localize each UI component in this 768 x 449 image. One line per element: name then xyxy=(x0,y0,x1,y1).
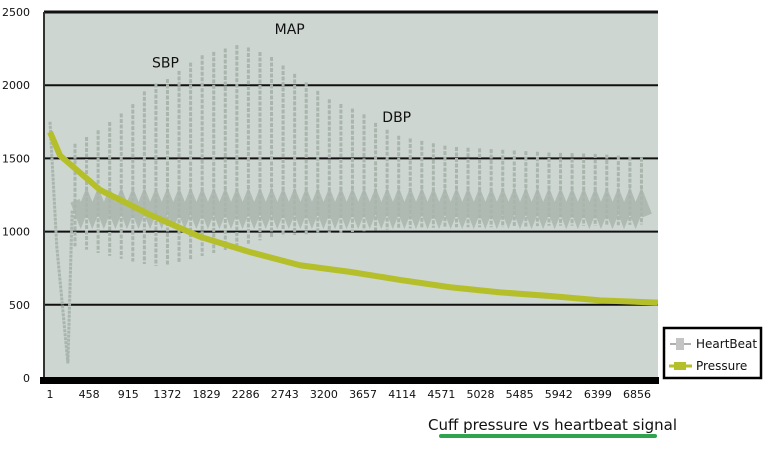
legend-heartbeat-label: HeartBeat xyxy=(696,337,757,351)
heartbeat-baseline-band xyxy=(70,187,652,230)
y-tick-label: 1500 xyxy=(2,152,30,165)
legend-pressure-label: Pressure xyxy=(696,359,747,373)
annotation-dbp: DBP xyxy=(382,110,411,126)
heartbeat-transient xyxy=(48,121,74,364)
x-tick-label: 458 xyxy=(79,388,100,401)
x-tick-label: 915 xyxy=(118,388,139,401)
legend-pressure-marker xyxy=(674,362,686,370)
x-tick-label: 1829 xyxy=(193,388,221,401)
x-tick-label: 6856 xyxy=(623,388,651,401)
chart-title: Cuff pressure vs heartbeat signal xyxy=(428,416,677,434)
annotation-sbp: SBP xyxy=(152,56,179,72)
annotation-map: MAP xyxy=(275,22,305,38)
legend: HeartBeat Pressure xyxy=(662,326,763,380)
x-tick-label: 2743 xyxy=(271,388,299,401)
y-tick-label: 1000 xyxy=(2,226,30,239)
x-tick-label: 6399 xyxy=(584,388,612,401)
x-tick-label: 5942 xyxy=(545,388,573,401)
x-tick-label: 4571 xyxy=(427,388,455,401)
y-tick-label: 500 xyxy=(9,299,30,312)
x-tick-label: 3200 xyxy=(310,388,338,401)
x-axis-bar xyxy=(40,377,659,384)
x-tick-label: 2286 xyxy=(232,388,260,401)
pressure-line xyxy=(47,130,659,306)
x-tick-label: 3657 xyxy=(349,388,377,401)
y-tick-label: 2000 xyxy=(2,79,30,92)
x-tick-label: 5485 xyxy=(506,388,534,401)
legend-heartbeat-marker xyxy=(676,338,684,350)
y-tick-label: 2500 xyxy=(2,6,30,19)
x-tick-label: 4114 xyxy=(388,388,416,401)
x-tick-label: 1372 xyxy=(153,388,181,401)
x-tick-label: 1 xyxy=(47,388,54,401)
x-tick-label: 5028 xyxy=(466,388,494,401)
y-tick-label: 0 xyxy=(23,372,30,385)
